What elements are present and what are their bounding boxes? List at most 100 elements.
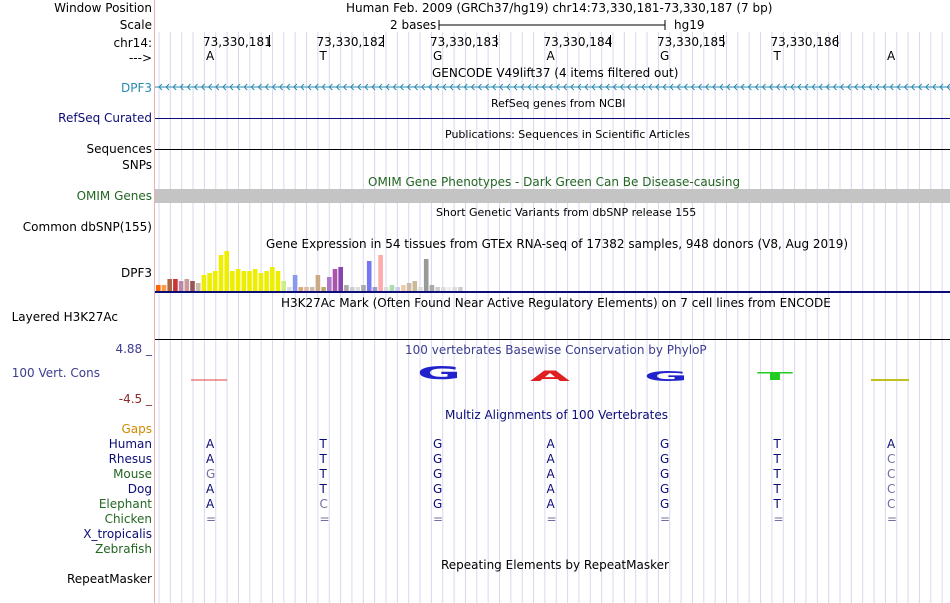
aligned-base: = <box>546 512 557 526</box>
aligned-base: T <box>773 437 781 451</box>
gtex-tissue-bar <box>458 287 463 291</box>
ruler-tick <box>836 35 838 47</box>
reference-base: T <box>319 49 327 63</box>
chevron-left-icon <box>484 83 489 91</box>
cons-track-label[interactable]: 100 Vert. Cons <box>11 366 100 380</box>
chevron-left-icon <box>321 83 326 91</box>
gtex-tissue-bar <box>156 285 161 291</box>
gtex-tissue-bar <box>201 275 207 291</box>
gtex-tissue-bar <box>429 285 435 291</box>
chevron-left-icon <box>570 83 575 91</box>
chevron-left-icon <box>548 83 553 91</box>
gtex-tissue-bar <box>384 287 389 291</box>
reference-base: G <box>433 49 443 63</box>
repeatmasker-track-title: Repeating Elements by RepeatMasker <box>441 558 669 572</box>
chevron-left-icon <box>712 83 717 91</box>
chevron-left-icon <box>726 83 731 91</box>
chevron-left-icon <box>215 83 220 91</box>
gtex-tissue-bar <box>195 283 201 291</box>
chevron-left-icon <box>200 83 205 91</box>
dbsnp-track-label[interactable]: Common dbSNP(155) <box>22 220 152 234</box>
species-label[interactable]: Chicken <box>104 512 152 526</box>
omim-track-label[interactable]: OMIM Genes <box>76 189 152 203</box>
cons-logo-graph[interactable]: G A G T <box>155 360 950 390</box>
gtex-track-label[interactable]: DPF3 <box>120 266 152 280</box>
gtex-tissue-bar <box>270 267 275 291</box>
aligned-base: A <box>546 452 555 466</box>
aligned-base: A <box>206 437 215 451</box>
species-label[interactable]: Mouse <box>113 467 152 481</box>
chevron-left-icon <box>357 83 362 91</box>
gtex-bar-graph[interactable] <box>155 250 950 292</box>
omim-feature-bar[interactable] <box>155 189 950 203</box>
cons-logo-g2: G <box>644 370 688 385</box>
gencode-gene-feature[interactable] <box>155 80 950 94</box>
chevron-left-icon <box>406 83 411 91</box>
chevron-left-icon <box>172 83 177 91</box>
gtex-tissue-bar <box>378 255 383 291</box>
aligned-base: A <box>206 452 215 466</box>
scale-label: Scale <box>119 18 152 32</box>
species-label[interactable]: X_tropicalis <box>83 527 152 541</box>
gencode-gene-label[interactable]: DPF3 <box>120 81 152 95</box>
gtex-tissue-bar <box>184 279 190 291</box>
chevron-left-icon <box>286 83 291 91</box>
aligned-base: C <box>887 497 896 511</box>
species-label[interactable]: Zebrafish <box>95 542 152 556</box>
chevron-left-icon <box>761 83 766 91</box>
chevron-left-icon <box>392 83 397 91</box>
cons-max-label: 4.88 _ <box>115 342 152 356</box>
species-label[interactable]: Elephant <box>98 497 152 511</box>
aligned-base: T <box>773 497 781 511</box>
chevron-left-icon <box>868 83 873 91</box>
chevron-left-icon <box>243 83 248 91</box>
chevron-left-icon <box>577 83 582 91</box>
chevron-left-icon <box>676 83 681 91</box>
cons-logo-a: A <box>530 369 571 385</box>
ruler-tick <box>382 35 384 47</box>
gtex-tissue-bar <box>452 287 457 291</box>
refseq-track-label[interactable]: RefSeq Curated <box>58 111 152 125</box>
chevron-left-icon <box>179 83 184 91</box>
species-label[interactable]: Human <box>108 437 152 451</box>
aligned-base: T <box>319 482 327 496</box>
chevron-left-icon <box>704 83 710 91</box>
aligned-base: A <box>546 482 555 496</box>
publications-feature-line[interactable] <box>155 149 950 150</box>
h3k27ac-track-label[interactable]: Layered H3K27Ac <box>11 310 118 324</box>
publications-track-label[interactable]: Sequences <box>86 142 152 156</box>
chevron-left-icon <box>740 83 745 91</box>
label-divider <box>154 0 155 603</box>
chevron-left-icon <box>719 83 724 91</box>
chevron-left-icon <box>371 83 376 91</box>
chevron-left-icon <box>917 83 923 91</box>
aligned-base: G <box>433 467 443 481</box>
gtex-tissue-bar <box>395 287 400 291</box>
ruler-tick <box>609 35 611 47</box>
chevron-left-icon <box>619 83 624 91</box>
chevron-left-icon <box>839 83 844 91</box>
aligned-base: T <box>773 467 781 481</box>
track-data-area: Human Feb. 2009 (GRCh37/hg19) chr14:73,3… <box>155 0 950 603</box>
gtex-tissue-bar <box>332 269 338 291</box>
gtex-tissue-bar <box>406 283 412 291</box>
chevron-left-icon <box>903 83 908 91</box>
chevron-left-icon <box>413 83 418 91</box>
species-label[interactable]: Rhesus <box>108 452 152 466</box>
gtex-baseline <box>155 291 950 293</box>
species-label[interactable]: Dog <box>127 482 152 496</box>
chevron-left-icon <box>435 83 440 91</box>
gtex-tissue-bar <box>361 285 366 291</box>
refseq-feature-line[interactable] <box>155 118 950 119</box>
snps-track-label[interactable]: SNPs <box>122 158 152 172</box>
gtex-tissue-bar <box>355 287 361 291</box>
repeatmasker-track-label[interactable]: RepeatMasker <box>66 572 152 586</box>
chevron-left-icon <box>555 83 560 91</box>
chevron-left-icon <box>804 83 809 91</box>
ruler-position-2: 73,330,183 <box>430 35 499 49</box>
aligned-base: T <box>319 467 327 481</box>
chevron-left-icon <box>349 83 355 91</box>
h3k27ac-track-title: H3K27Ac Mark (Often Found Near Active Re… <box>281 296 831 310</box>
chevron-left-icon <box>846 83 852 91</box>
